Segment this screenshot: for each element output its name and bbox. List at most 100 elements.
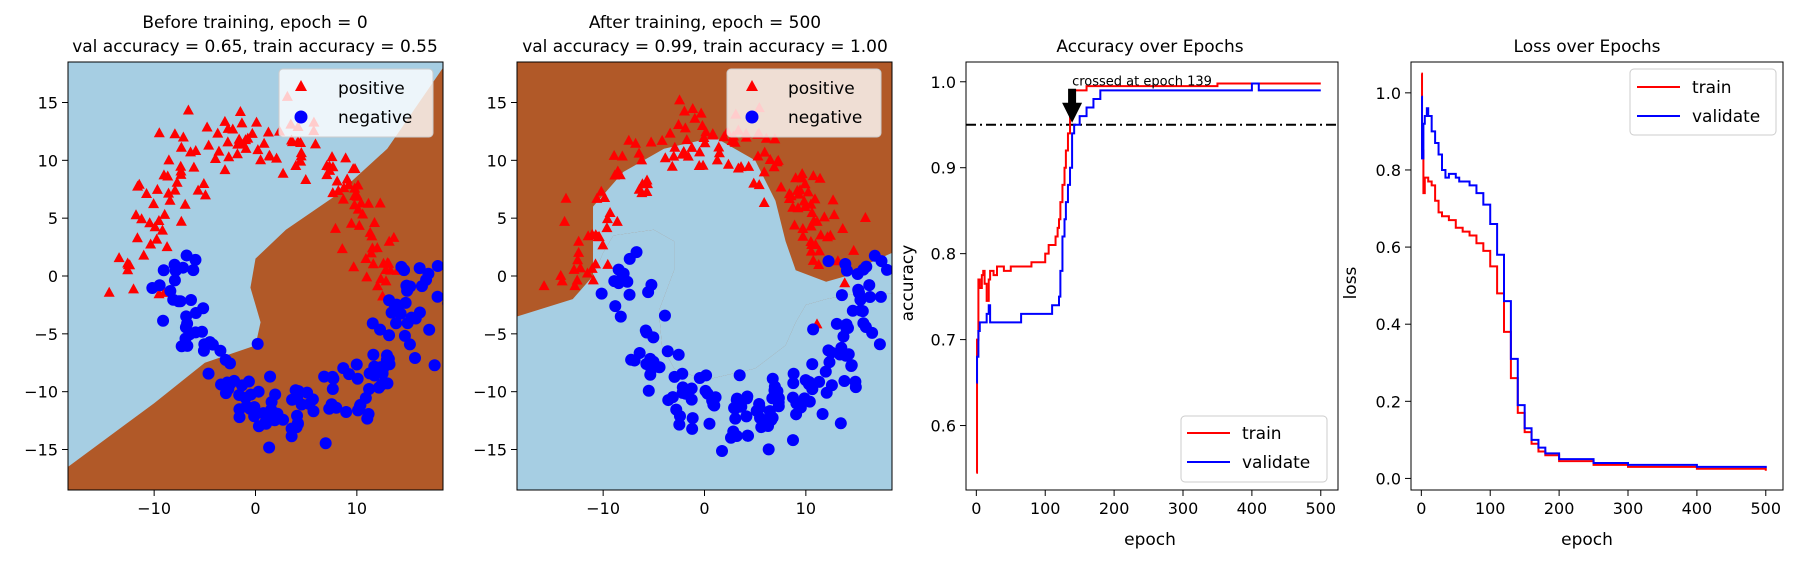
- positive-point: [718, 131, 730, 142]
- y-tick-label: −15: [24, 441, 58, 460]
- positive-point: [203, 139, 215, 150]
- negative-point: [399, 296, 412, 309]
- positive-point: [699, 137, 711, 148]
- negative-point: [851, 267, 864, 280]
- x-tick-label: 100: [1475, 499, 1506, 518]
- negative-point: [840, 321, 853, 334]
- x-axis-label: epoch: [1124, 530, 1176, 550]
- positive-point: [286, 136, 298, 147]
- y-tick-label: 0.8: [931, 245, 956, 264]
- positive-point: [811, 215, 823, 226]
- positive-point: [608, 149, 620, 160]
- positive-point: [573, 235, 585, 246]
- positive-point: [775, 181, 787, 192]
- negative-point: [203, 336, 216, 349]
- negative-point: [741, 429, 754, 442]
- legend-label-negative: negative: [338, 108, 412, 128]
- y-tick-label: 0.0: [1376, 469, 1401, 488]
- negative-point: [823, 356, 836, 369]
- positive-point: [798, 195, 810, 206]
- positive-point: [201, 121, 213, 132]
- series-line-validate: [1421, 95, 1767, 469]
- x-tick-label: 0: [699, 499, 709, 518]
- negative-point: [377, 362, 390, 375]
- negative-point: [623, 252, 636, 265]
- positive-point: [630, 137, 642, 148]
- positive-point: [233, 133, 245, 144]
- positive-point: [698, 132, 710, 143]
- positive-point: [159, 208, 171, 219]
- positive-point: [602, 258, 614, 269]
- positive-point: [666, 160, 678, 171]
- negative-point: [642, 384, 655, 397]
- positive-point: [623, 134, 635, 145]
- x-tick-label: 0: [250, 499, 260, 518]
- positive-point: [669, 141, 681, 152]
- negative-point: [164, 284, 177, 297]
- positive-point: [295, 150, 307, 161]
- positive-point: [361, 271, 373, 282]
- negative-point: [337, 362, 350, 375]
- positive-point: [290, 160, 302, 171]
- negative-point: [806, 383, 819, 396]
- negative-point: [363, 367, 376, 380]
- series-line-train: [1421, 72, 1767, 471]
- x-tick-label: 0: [971, 499, 981, 518]
- legend-label-train: train: [1242, 424, 1282, 444]
- negative-point: [330, 401, 343, 414]
- positive-point: [345, 217, 357, 228]
- positive-point: [569, 280, 581, 291]
- positive-point: [246, 127, 258, 138]
- positive-point: [805, 245, 817, 256]
- negative-point: [699, 384, 712, 397]
- positive-point: [597, 239, 609, 250]
- positive-point: [372, 280, 384, 291]
- negative-point: [868, 249, 881, 262]
- positive-point: [151, 233, 163, 244]
- x-tick-label: 400: [1237, 499, 1268, 518]
- positive-point: [103, 286, 115, 297]
- negative-point: [319, 437, 332, 450]
- y-tick-label: 0.8: [1376, 161, 1401, 180]
- y-tick-label: 0.4: [1376, 315, 1401, 334]
- negative-point: [306, 393, 319, 406]
- positive-point: [171, 176, 183, 187]
- positive-point: [349, 162, 361, 173]
- negative-point: [157, 264, 170, 277]
- positive-point: [707, 129, 719, 140]
- negative-point: [874, 290, 887, 303]
- negative-point: [233, 388, 246, 401]
- positive-point: [329, 222, 341, 233]
- legend-label-positive: positive: [788, 79, 855, 99]
- positive-point: [130, 209, 142, 220]
- positive-point: [687, 102, 699, 113]
- positive-point: [805, 198, 817, 209]
- positive-point: [664, 127, 676, 138]
- negative-point: [265, 396, 278, 409]
- negative-point: [291, 417, 304, 430]
- positive-point: [555, 269, 567, 280]
- negative-point: [157, 314, 170, 327]
- negative-point: [706, 394, 719, 407]
- negative-point: [431, 290, 443, 303]
- legend: train validate: [1180, 415, 1328, 483]
- positive-point: [764, 154, 776, 165]
- y-tick-label: −10: [473, 383, 507, 402]
- y-tick-label: 10: [487, 151, 507, 170]
- positive-point: [258, 137, 270, 148]
- positive-point: [674, 94, 686, 105]
- legend-box: [1629, 68, 1777, 136]
- negative-point: [647, 355, 660, 368]
- positive-point: [559, 215, 571, 226]
- x-tick-label: 10: [796, 499, 816, 518]
- positive-point: [381, 257, 393, 268]
- negative-point: [853, 287, 866, 300]
- positive-point: [556, 275, 568, 286]
- negative-point: [318, 370, 331, 383]
- positive-point: [574, 262, 586, 273]
- positive-point: [209, 153, 221, 164]
- legend-label-validate: validate: [1242, 453, 1310, 473]
- positive-point: [601, 222, 613, 233]
- y-tick-label: 1.0: [1376, 84, 1401, 103]
- y-tick-label: 1.0: [931, 73, 956, 92]
